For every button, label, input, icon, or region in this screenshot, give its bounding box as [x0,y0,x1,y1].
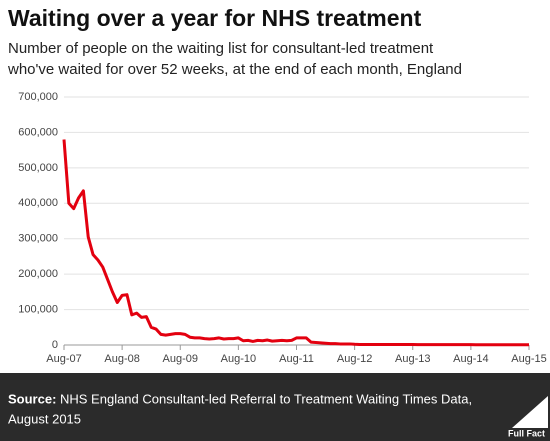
y-tick-label: 500,000 [18,162,58,174]
x-tick-label: Aug-10 [221,353,256,365]
x-tick-label: Aug-14 [453,353,488,365]
x-tick-label: Aug-07 [46,353,81,365]
y-tick-label: 200,000 [18,268,58,280]
logo-mark [512,396,548,428]
x-tick-label: Aug-09 [163,353,198,365]
y-tick-label: 600,000 [18,126,58,138]
chart-title: Waiting over a year for NHS treatment [8,5,422,31]
source-label: Source: [8,391,56,406]
x-tick-label: Aug-11 [279,353,314,365]
y-tick-label: 400,000 [18,197,58,209]
x-tick-label: Aug-15 [511,353,546,365]
logo-text: Full Fact [508,428,545,438]
chart-subtitle: who've waited for over 52 weeks, at the … [7,61,462,78]
chart-subtitle: Number of people on the waiting list for… [8,40,434,57]
footer-background [0,373,550,441]
x-tick-label: Aug-13 [395,353,430,365]
y-tick-label: 300,000 [18,233,58,245]
y-tick-label: 100,000 [18,303,58,315]
x-tick-label: Aug-12 [337,353,372,365]
y-tick-label: 700,000 [18,91,58,103]
y-tick-label: 0 [52,339,58,351]
source-text: NHS England Consultant-led Referral to T… [60,391,472,406]
data-line [62,139,529,347]
source-text: August 2015 [8,411,81,426]
x-tick-label: Aug-08 [104,353,139,365]
